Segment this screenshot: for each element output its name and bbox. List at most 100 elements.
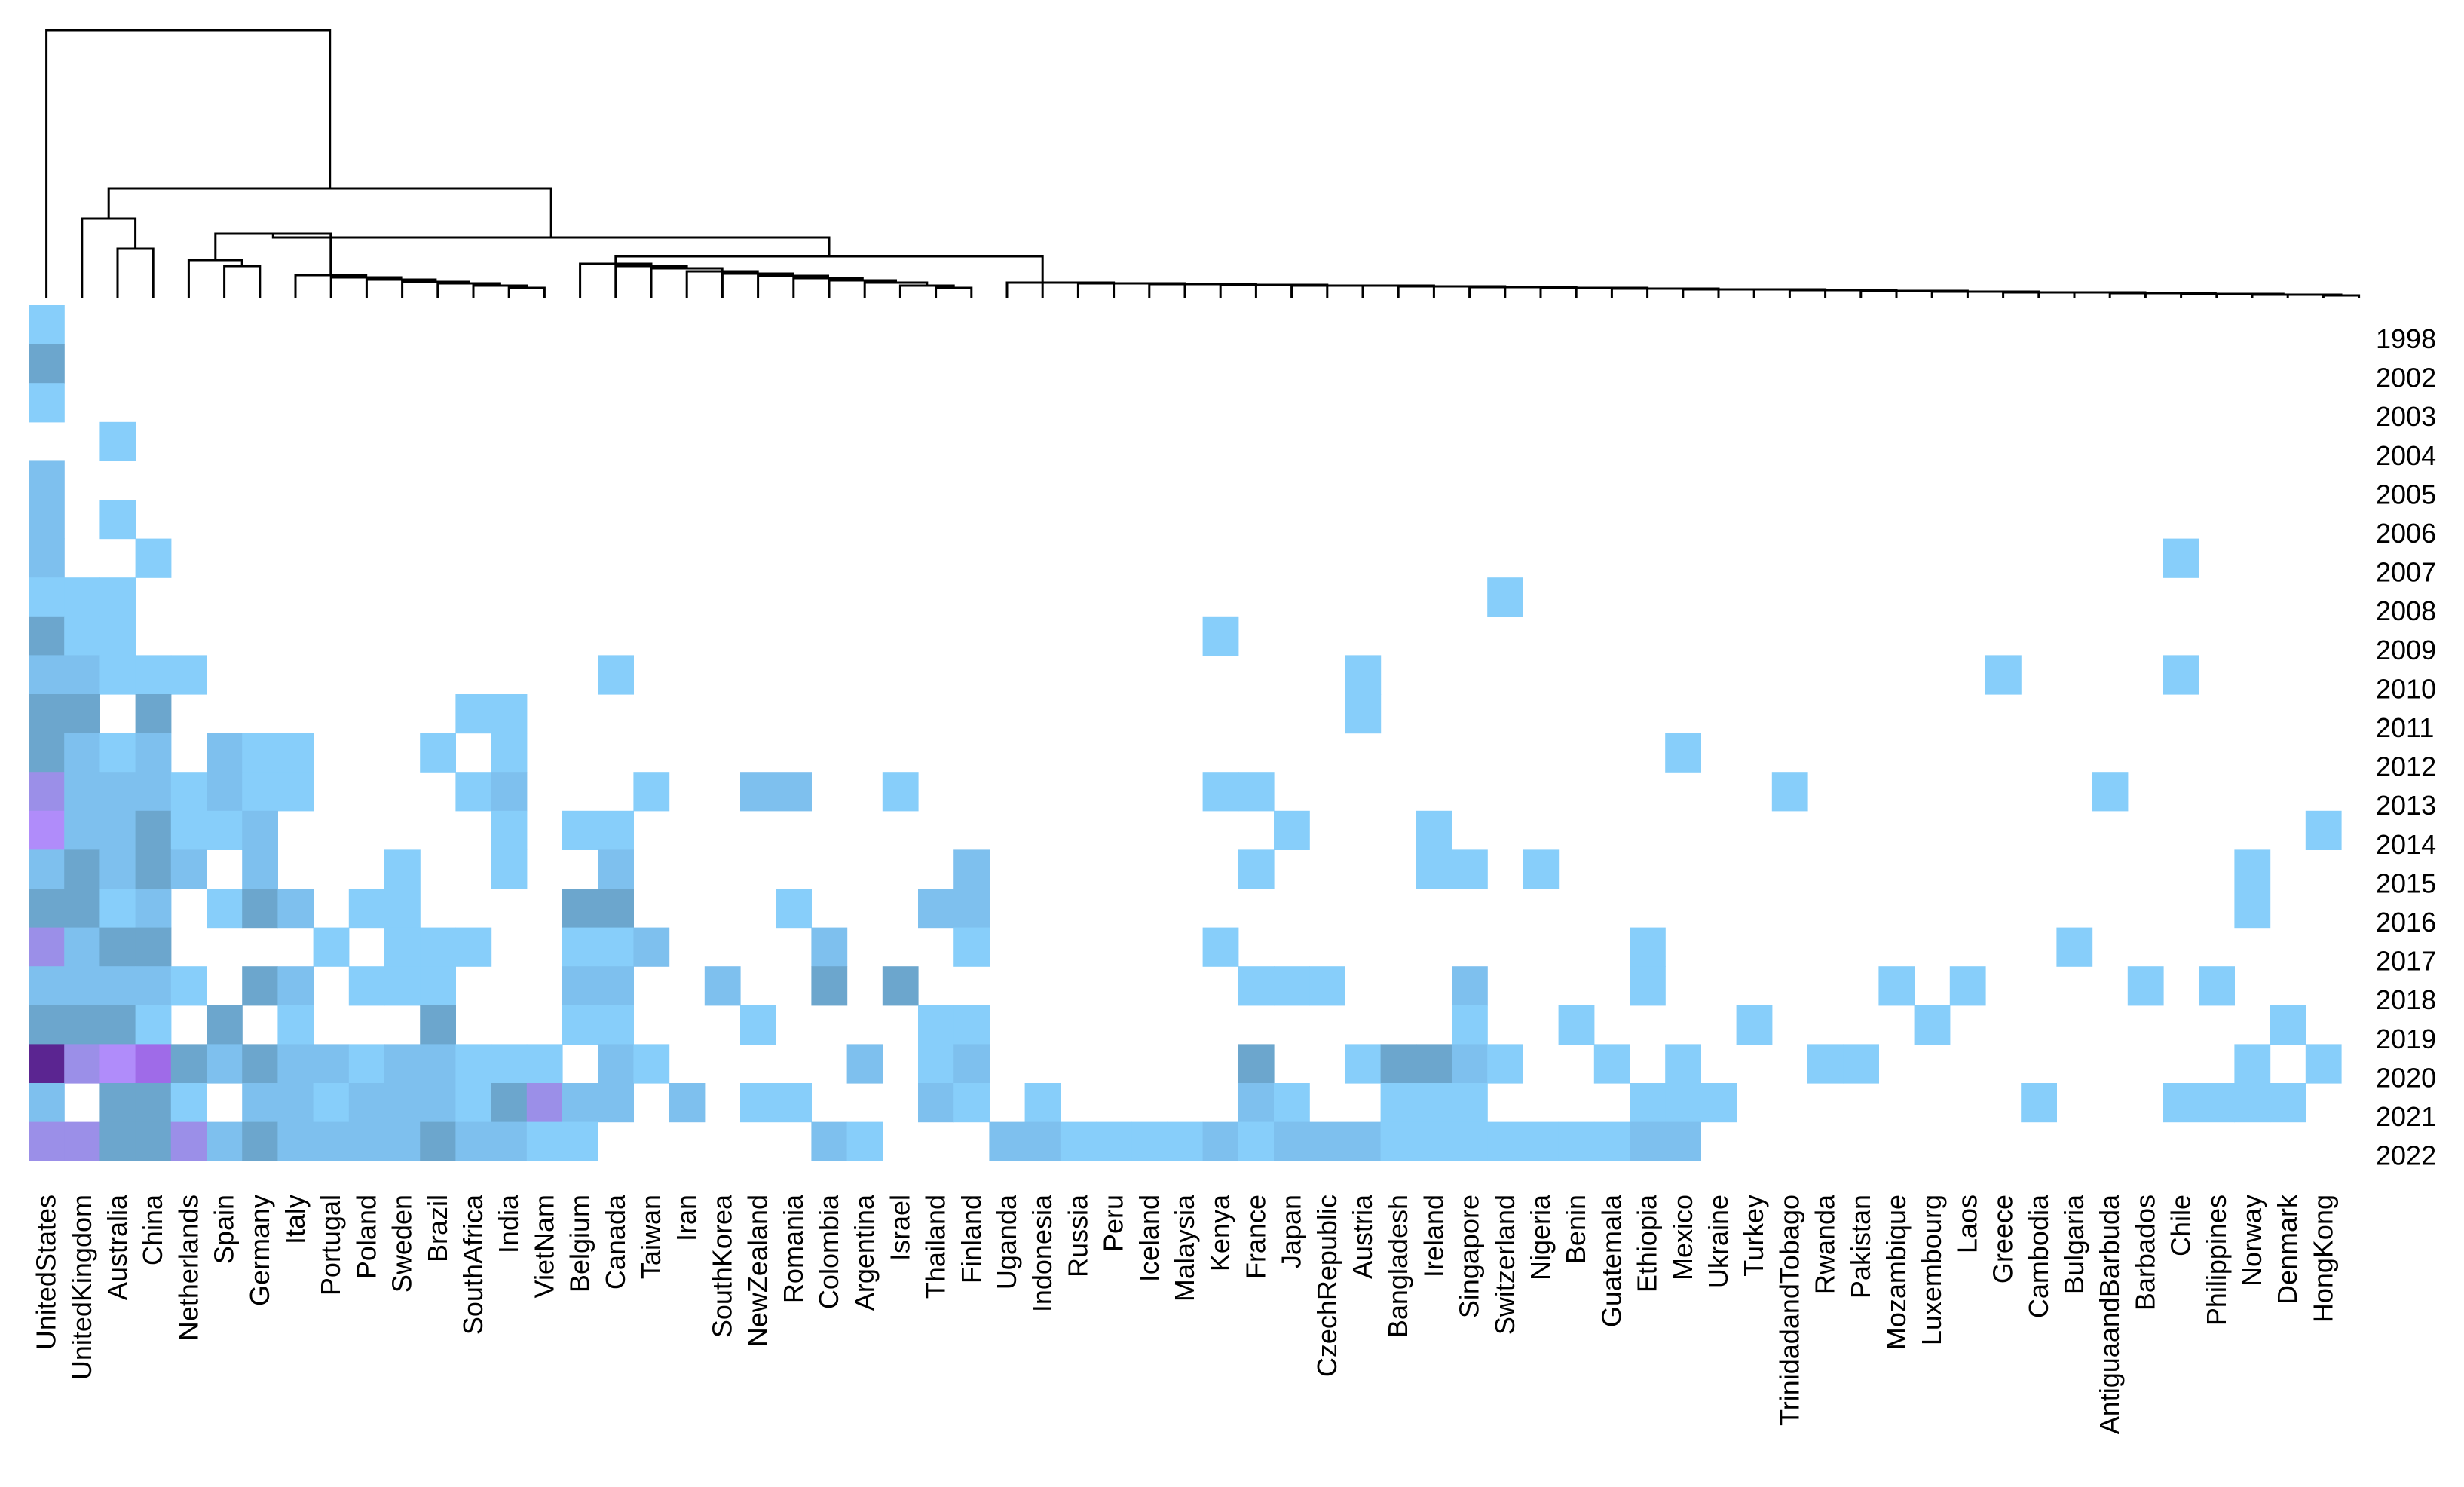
heatmap-cell-Germany-2022	[242, 1121, 278, 1161]
heatmap-cell-Brazil-2020	[420, 1044, 456, 1084]
heatmap-cell-Portugal-2021	[313, 1083, 350, 1123]
country-label-Australia: Australia	[102, 1194, 133, 1300]
heatmap-cell-Japan-2021	[1274, 1083, 1310, 1123]
heatmap-cell-Finland-2016	[953, 889, 990, 929]
heatmap-cell-Romania-2013	[776, 772, 812, 812]
country-label-Iceland: Iceland	[1134, 1195, 1165, 1282]
heatmap-cell-Spain-2012	[207, 733, 243, 773]
heatmap-cell-France-2013	[1238, 772, 1275, 812]
heatmap-cell-Italy-2022	[277, 1121, 314, 1161]
country-label-Laos: Laos	[1951, 1195, 1982, 1253]
heatmap-cell-Italy-2020	[277, 1044, 314, 1084]
country-label-Mozambique: Mozambique	[1881, 1195, 1912, 1350]
heatmap-cell-Germany-2012	[242, 733, 278, 773]
heatmap-cell-Mexico-2021	[1665, 1083, 1701, 1123]
heatmap-cell-China-2019	[135, 1005, 172, 1045]
country-label-Rwanda: Rwanda	[1810, 1194, 1841, 1294]
heatmap-cell-China-2012	[135, 733, 172, 773]
country-label-Ukraine: Ukraine	[1703, 1195, 1734, 1288]
heatmap-cell-SouthKorea-2018	[704, 966, 741, 1006]
country-label-Uganda: Uganda	[991, 1194, 1022, 1290]
country-label-Russia: Russia	[1062, 1194, 1093, 1277]
heatmap-cell-China-2014	[135, 810, 172, 850]
heatmap-cell-Australia-2004	[99, 421, 136, 461]
heatmap-cell-China-2013	[135, 772, 172, 812]
heatmap-cell-Belgium-2017	[562, 927, 598, 967]
heatmap-cell-VietNam-2021	[526, 1083, 563, 1123]
heatmap-cell-Brazil-2022	[420, 1121, 456, 1161]
heatmap-cell-Uganda-2022	[989, 1121, 1026, 1161]
heatmap-cell-Mozambique-2018	[1878, 966, 1915, 1006]
heatmap-cell-Spain-2014	[207, 810, 243, 850]
heatmap-cell-Ethiopia-2018	[1630, 966, 1666, 1006]
heatmap-cell-Netherlands-2013	[170, 772, 207, 812]
country-label-Luxembourg: Luxembourg	[1916, 1195, 1947, 1345]
heatmap-cell-Iceland-2022	[1131, 1121, 1168, 1161]
heatmap-cell-Chile-2007	[2163, 538, 2199, 578]
heatmap-cell-UnitedStates-2005	[29, 460, 65, 500]
heatmap-cell-Australia-2020	[99, 1044, 136, 1084]
heatmap-cell-Belgium-2022	[562, 1121, 598, 1161]
country-label-Ireland: Ireland	[1418, 1195, 1449, 1277]
heatmap-cell-Belgium-2019	[562, 1005, 598, 1045]
heatmap-cell-UnitedKingdom-2018	[64, 966, 100, 1006]
country-label-Italy: Italy	[280, 1195, 311, 1244]
country-label-UnitedStates: UnitedStates	[31, 1195, 62, 1350]
heatmap-cell-Belgium-2016	[562, 889, 598, 929]
heatmap-cell-Rwanda-2020	[1807, 1044, 1844, 1084]
heatmap-cell-UnitedStates-2006	[29, 500, 65, 540]
heatmap-cell-UnitedStates-1998	[29, 305, 65, 345]
heatmap-cell-Mexico-2022	[1665, 1121, 1701, 1161]
heatmap-cell-UnitedStates-2011	[29, 694, 65, 734]
heatmap-cell-Colombia-2017	[811, 927, 848, 967]
country-label-VietNam: VietNam	[528, 1195, 559, 1298]
country-label-Brazil: Brazil	[422, 1195, 453, 1262]
heatmap-cell-Australia-2013	[99, 772, 136, 812]
country-label-Pakistan: Pakistan	[1845, 1195, 1876, 1299]
heatmap-cell-Norway-2021	[2234, 1083, 2271, 1123]
heatmap-cell-Canada-2019	[598, 1005, 634, 1045]
heatmap-cell-Japan-2014	[1274, 810, 1310, 850]
heatmap-cell-India-2011	[491, 694, 528, 734]
heatmap-cell-Spain-2016	[207, 889, 243, 929]
heatmap-cell-Indonesia-2021	[1024, 1083, 1061, 1123]
heatmap-cell-Italy-2019	[277, 1005, 314, 1045]
heatmap-cell-Sweden-2022	[384, 1121, 421, 1161]
heatmap-cell-UnitedKingdom-2008	[64, 577, 100, 617]
heatmap-cell-France-2021	[1238, 1083, 1275, 1123]
heatmap-cell-India-2012	[491, 733, 528, 773]
heatmap-cell-Netherlands-2020	[170, 1044, 207, 1084]
heatmap-cell-Australia-2010	[99, 655, 136, 695]
heatmap-cell-Sweden-2017	[384, 927, 421, 967]
heatmap-cell-Portugal-2020	[313, 1044, 350, 1084]
heatmap-cell-UnitedStates-2012	[29, 733, 65, 773]
heatmap-cell-UnitedStates-2003	[29, 383, 65, 423]
country-label-Colombia: Colombia	[813, 1194, 844, 1309]
heatmap-cell-Thailand-2020	[918, 1044, 954, 1084]
heatmap-cell-CzechRepublic-2018	[1309, 966, 1345, 1006]
heatmap-cell-Italy-2013	[277, 772, 314, 812]
heatmap-cell-Ethiopia-2021	[1630, 1083, 1666, 1123]
heatmap-cell-UnitedKingdom-2022	[64, 1121, 100, 1161]
heatmap-cell-Bangladesh-2020	[1380, 1044, 1417, 1084]
heatmap-cell-Germany-2018	[242, 966, 278, 1006]
year-label-2013: 2013	[2376, 790, 2436, 821]
country-label-Mexico: Mexico	[1667, 1195, 1698, 1280]
country-label-HongKong: HongKong	[2307, 1195, 2338, 1323]
dendrogram-branch	[507, 286, 546, 298]
heatmap-cell-Spain-2020	[207, 1044, 243, 1084]
heatmap-cell-Israel-2013	[882, 772, 919, 812]
heatmap-cell-Guatemala-2020	[1593, 1044, 1630, 1084]
heatmap-cell-Sweden-2016	[384, 889, 421, 929]
heatmap-cell-UnitedKingdom-2016	[64, 889, 100, 929]
heatmap-cell-Australia-2012	[99, 733, 136, 773]
country-label-Portugal: Portugal	[315, 1195, 346, 1296]
heatmap-cell-Italy-2018	[277, 966, 314, 1006]
heatmap-cell-Australia-2006	[99, 500, 136, 540]
heatmap-cell-SouthAfrica-2020	[455, 1044, 492, 1084]
heatmap-cell-India-2015	[491, 849, 528, 889]
heatmap-cell-Thailand-2016	[918, 889, 954, 929]
heatmap-cell-AntiguaandBarbuda-2013	[2092, 772, 2129, 812]
year-label-1998: 1998	[2376, 323, 2436, 354]
heatmap-cell-VietNam-2022	[526, 1121, 563, 1161]
